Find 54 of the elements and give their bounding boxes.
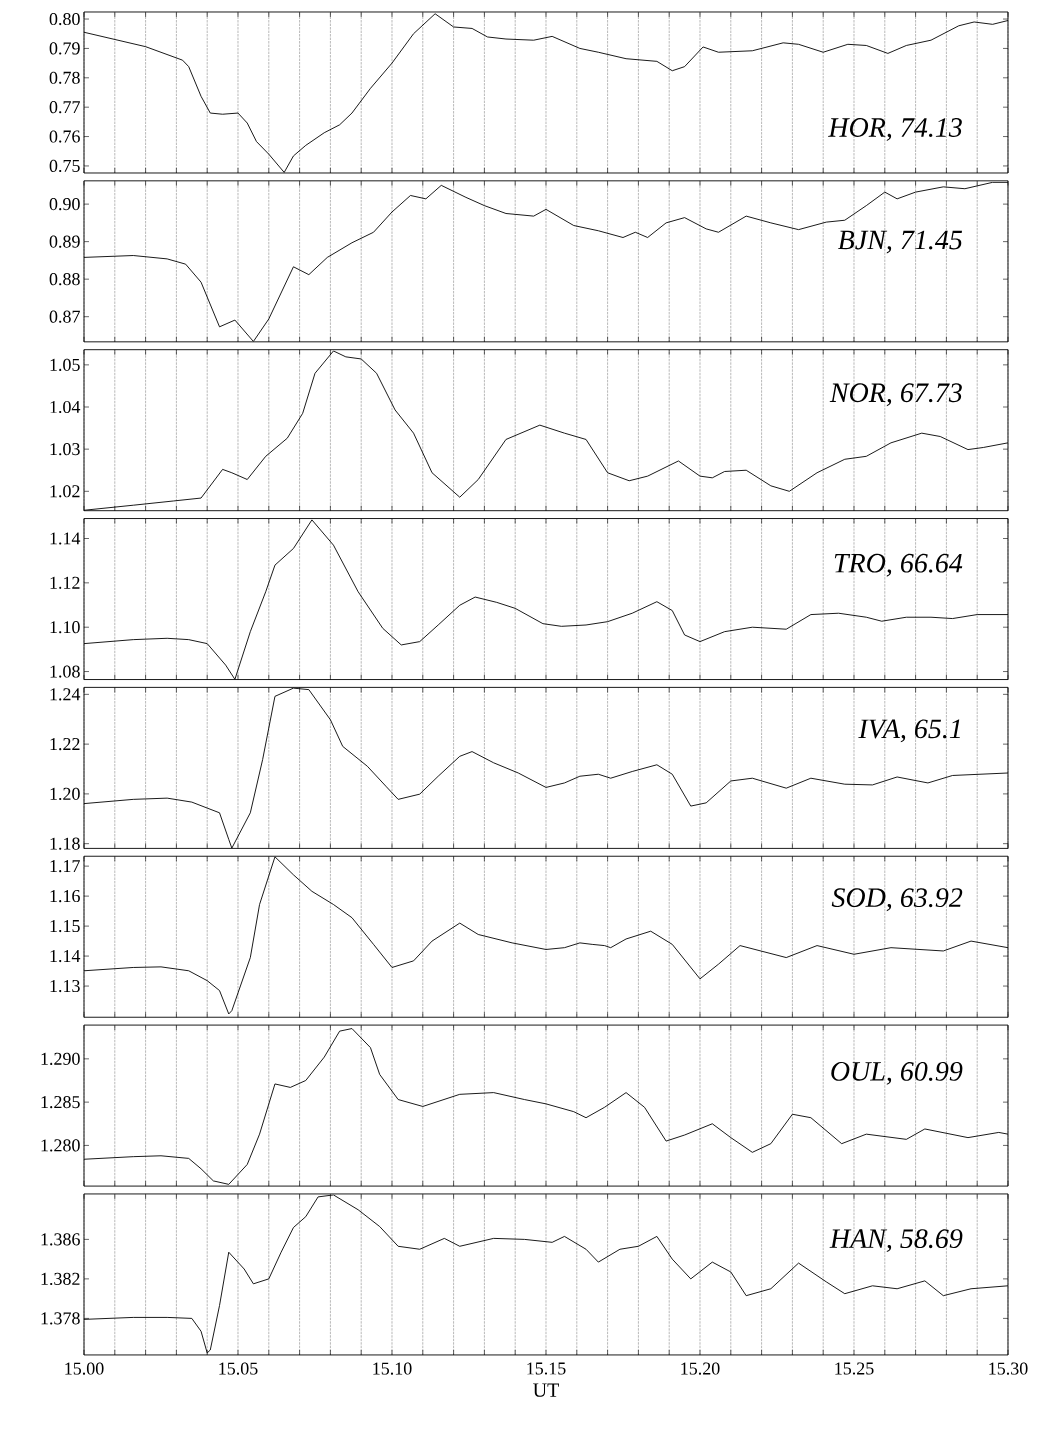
y-tick-label: 1.285 — [41, 1096, 80, 1109]
y-tick-label: 1.18 — [50, 837, 80, 850]
y-tick-label: 0.80 — [49, 12, 80, 26]
x-tick-label: 15.00 — [65, 1362, 104, 1375]
line-series — [84, 519, 1008, 680]
y-tick-label: 0.89 — [49, 235, 80, 248]
x-tick-label: 15.20 — [681, 1362, 720, 1375]
x-tick-label: 15.15 — [527, 1362, 566, 1375]
y-tick-label: 1.382 — [41, 1272, 80, 1285]
x-tick-label: 15.25 — [835, 1362, 874, 1375]
y-tick-label: 1.15 — [50, 920, 80, 933]
y-tick-label: 1.14 — [50, 532, 81, 545]
y-tick-label: 1.10 — [50, 621, 80, 634]
y-tick-label: 0.90 — [49, 198, 80, 211]
y-tick-label: 0.87 — [49, 310, 80, 323]
annotation: IVA, 65.1 — [858, 719, 960, 743]
x-axis-title: UT — [533, 1383, 559, 1397]
annotation: TRO, 66.64 — [834, 553, 963, 577]
y-tick-label: 1.13 — [50, 979, 80, 993]
line-series — [84, 1028, 1008, 1185]
line-series — [84, 687, 1008, 849]
y-tick-label: 1.17 — [50, 860, 80, 873]
y-tick-label: 1.378 — [41, 1312, 80, 1325]
y-tick-label: 1.290 — [41, 1052, 80, 1065]
y-tick-label: 1.24 — [50, 688, 81, 701]
y-tick-label: 1.386 — [41, 1233, 80, 1246]
y-tick-label: 1.16 — [50, 890, 80, 903]
y-tick-label: 1.14 — [50, 950, 81, 963]
y-tick-label: 1.02 — [50, 485, 80, 498]
line-series — [84, 856, 1008, 1015]
x-tick-label: 15.30 — [989, 1362, 1028, 1375]
annotation: BJN, 71.45 — [837, 230, 963, 254]
y-tick-label: 1.05 — [50, 358, 80, 371]
annotation: HAN, 58.69 — [829, 1229, 963, 1253]
y-tick-label: 1.22 — [50, 738, 80, 751]
x-tick-label: 15.05 — [219, 1362, 258, 1375]
y-tick-label: 1.03 — [50, 443, 80, 456]
y-tick-label: 0.77 — [49, 101, 80, 114]
y-tick-label: 1.280 — [41, 1139, 80, 1152]
y-tick-label: 0.79 — [49, 42, 80, 55]
y-tick-label: 0.88 — [49, 273, 80, 286]
y-tick-label: 1.12 — [50, 576, 80, 589]
y-tick-label: 1.08 — [50, 665, 80, 678]
y-tick-label: 0.75 — [49, 159, 80, 173]
annotation: HOR, 74.13 — [828, 118, 962, 141]
annotation: NOR, 67.73 — [829, 383, 962, 407]
y-tick-label: 1.20 — [50, 787, 80, 800]
annotation: SOD, 63.92 — [831, 888, 963, 912]
y-tick-label: 0.78 — [49, 71, 80, 84]
annotation: OUL, 60.99 — [831, 1061, 963, 1085]
y-tick-label: 0.76 — [49, 130, 80, 143]
y-tick-label: 1.04 — [50, 400, 81, 414]
x-tick-label: 15.10 — [373, 1362, 412, 1375]
line-series — [84, 13, 1008, 173]
